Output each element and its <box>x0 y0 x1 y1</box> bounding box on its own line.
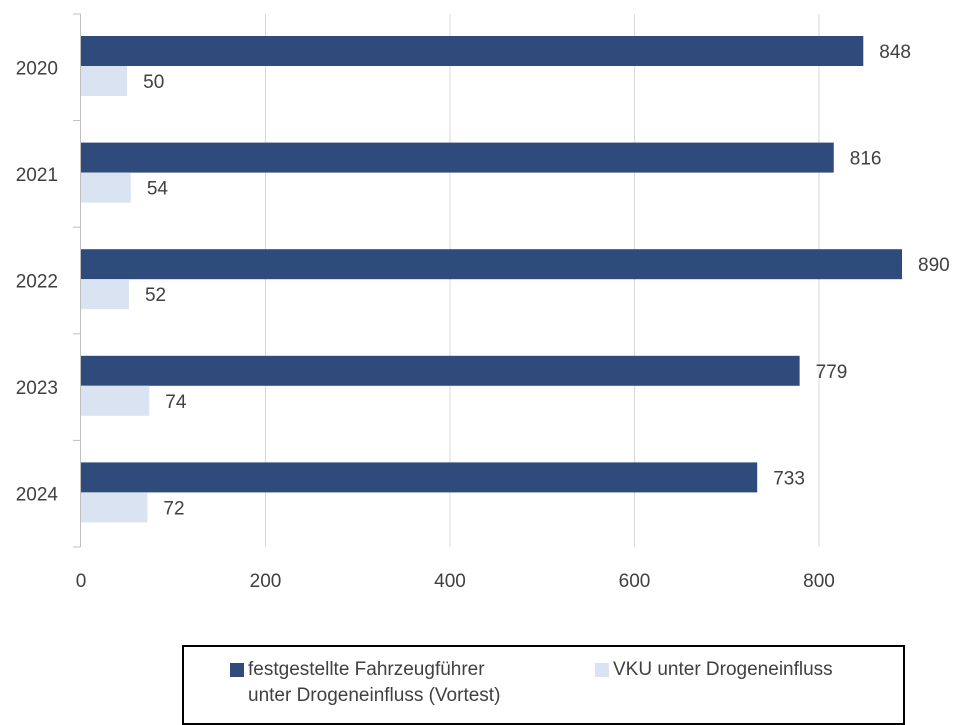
data-label-series1-2024: 733 <box>773 468 805 489</box>
category-label-2020: 2020 <box>16 58 58 79</box>
bar-series1-2024 <box>81 462 758 493</box>
legend-label-vku: VKU unter Drogeneinfluss <box>613 659 833 680</box>
data-label-series1-2021: 816 <box>850 149 882 170</box>
data-label-series2-2020: 50 <box>143 72 164 93</box>
bar-series1-2023 <box>81 355 800 386</box>
bar-series2-2021 <box>81 172 131 203</box>
data-label-series2-2021: 54 <box>147 179 169 200</box>
legend-swatch-fahrzeugfuehrer <box>230 663 244 677</box>
data-label-series1-2023: 779 <box>816 362 848 383</box>
category-label-2023: 2023 <box>16 378 58 399</box>
bar-series1-2020 <box>81 36 864 66</box>
category-label-2024: 2024 <box>16 485 59 506</box>
legend-label-line1: festgestellte Fahrzeugführer <box>248 659 485 680</box>
bar-series1-2021 <box>81 142 834 173</box>
bar-series2-2020 <box>81 66 128 96</box>
category-label-2021: 2021 <box>16 165 58 186</box>
legend-item-vku: VKU unter Drogeneinfluss <box>595 657 833 683</box>
bar-series1-2022 <box>81 249 903 280</box>
legend-item-fahrzeugfuehrer: festgestellte Fahrzeugführer unter Droge… <box>230 657 500 709</box>
data-label-series1-2022: 890 <box>918 255 950 276</box>
bar-series2-2022 <box>81 279 129 310</box>
x-tick-label-800: 800 <box>803 571 835 592</box>
x-tick-label-200: 200 <box>250 571 282 592</box>
data-label-series2-2024: 72 <box>163 498 184 519</box>
bar-series2-2024 <box>81 492 148 523</box>
data-label-series1-2020: 848 <box>879 42 911 63</box>
x-tick-label-400: 400 <box>434 571 466 592</box>
x-tick-label-0: 0 <box>76 571 87 592</box>
bar-series2-2023 <box>81 385 150 416</box>
legend: festgestellte Fahrzeugführer unter Droge… <box>182 645 905 725</box>
bar-chart: 0 200 400 600 800 2020 848 50 2021 816 54 2022 890 52… <box>16 13 950 592</box>
data-label-series2-2022: 52 <box>145 285 166 306</box>
x-tick-label-600: 600 <box>619 571 651 592</box>
legend-swatch-vku <box>595 663 609 677</box>
legend-label-line2: unter Drogeneinfluss (Vortest) <box>248 685 501 706</box>
data-label-series2-2023: 74 <box>165 392 187 413</box>
category-label-2022: 2022 <box>16 272 58 293</box>
